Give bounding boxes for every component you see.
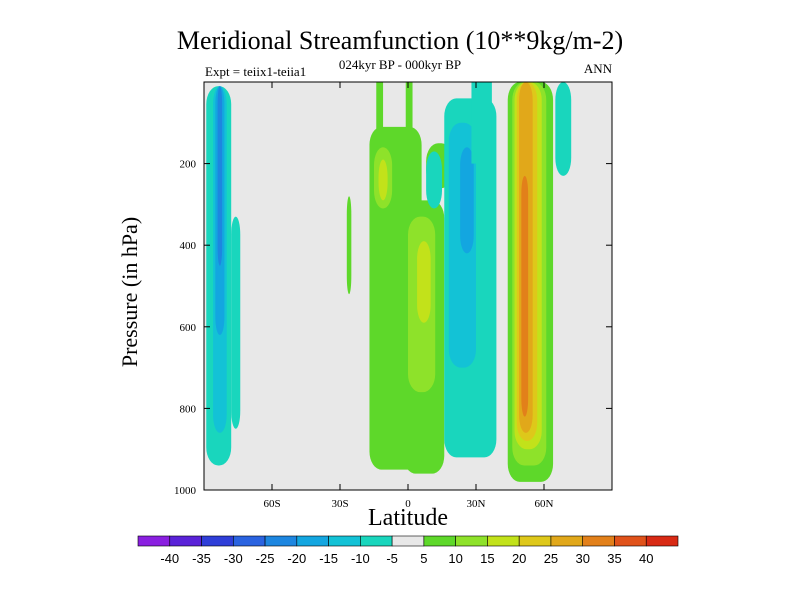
region-eq-core [417, 241, 431, 323]
axes: 60S 30S 0 30N 60N 200 400 600 800 1000 [174, 82, 612, 510]
colorbar-swatch [391, 535, 425, 547]
colorbar-swatch [550, 535, 584, 547]
colorbar-label: 35 [607, 551, 621, 566]
season-label: ANN [583, 61, 612, 76]
colorbar-label: -5 [386, 551, 398, 566]
y-tick-label: 800 [180, 403, 197, 415]
colorbar-swatch [296, 535, 329, 547]
chart-title: Meridional Streamfunction (10**9kg/m-2) [176, 26, 624, 55]
region-tropic-neg [426, 151, 442, 209]
x-axis-label: Latitude [368, 505, 448, 531]
colorbar-label: -35 [192, 551, 211, 566]
colorbar-swatch [137, 535, 171, 547]
region-sh-polar-peak [217, 86, 223, 266]
colorbar-swatch [201, 535, 234, 547]
colorbar-label: 40 [639, 551, 653, 566]
colorbar-swatch [328, 535, 361, 547]
colorbar: -40 -35 -30 -25 -20 -15 -10 -5 5 10 15 20 25 30 35 40 [137, 535, 679, 566]
contour-field [206, 82, 572, 482]
colorbar-swatch [455, 535, 488, 547]
colorbar-swatch [264, 535, 298, 547]
colorbar-swatch [645, 535, 679, 547]
colorbar-label: 10 [448, 551, 462, 566]
y-tick-label: 1000 [174, 485, 197, 497]
region-sh-polar-cell-edge [231, 216, 241, 429]
y-tick-label: 200 [180, 159, 197, 171]
colorbar-label: -10 [351, 551, 370, 566]
colorbar-label: -40 [160, 551, 179, 566]
colorbar-swatch [360, 535, 393, 547]
colorbar-swatch [232, 535, 266, 547]
colorbar-label: -30 [224, 551, 243, 566]
colorbar-label: 25 [544, 551, 558, 566]
colorbar-label: 15 [480, 551, 494, 566]
x-tick-label: 0 [405, 498, 411, 510]
period-label: 024kyr BP - 000kyr BP [338, 57, 462, 72]
region-nh-neg-inner [460, 147, 474, 254]
colorbar-label: -15 [319, 551, 338, 566]
colorbar-swatch [169, 535, 202, 547]
x-tick-label: 30N [467, 498, 486, 510]
x-tick-label: 30S [331, 498, 348, 510]
region-eq-col [405, 82, 413, 131]
colorbar-label: 5 [420, 551, 427, 566]
colorbar-swatch [518, 535, 552, 547]
region-sh-subtropic-col [376, 82, 384, 164]
colorbar-label: 20 [512, 551, 526, 566]
x-tick-label: 60S [263, 498, 280, 510]
region-nh-polar-neg [555, 82, 572, 176]
experiment-label: Expt = teiix1-teiia1 [205, 64, 307, 79]
colorbar-swatch [423, 535, 456, 547]
y-tick-label: 400 [180, 240, 197, 252]
colorbar-label: -25 [256, 551, 275, 566]
region-nh-neg-top [471, 82, 492, 164]
colorbar-swatch [614, 535, 647, 547]
region-sh-midlat-speck [346, 196, 352, 295]
region-nh-ferrel-6 [521, 175, 529, 417]
y-tick-label: 600 [180, 322, 197, 334]
colorbar-label: 30 [575, 551, 589, 566]
x-tick-label: 60N [535, 498, 554, 510]
colorbar-swatch [487, 535, 520, 547]
colorbar-label: -20 [287, 551, 306, 566]
region-sh-subtropic-core [378, 159, 388, 201]
colorbar-swatch [582, 535, 615, 547]
